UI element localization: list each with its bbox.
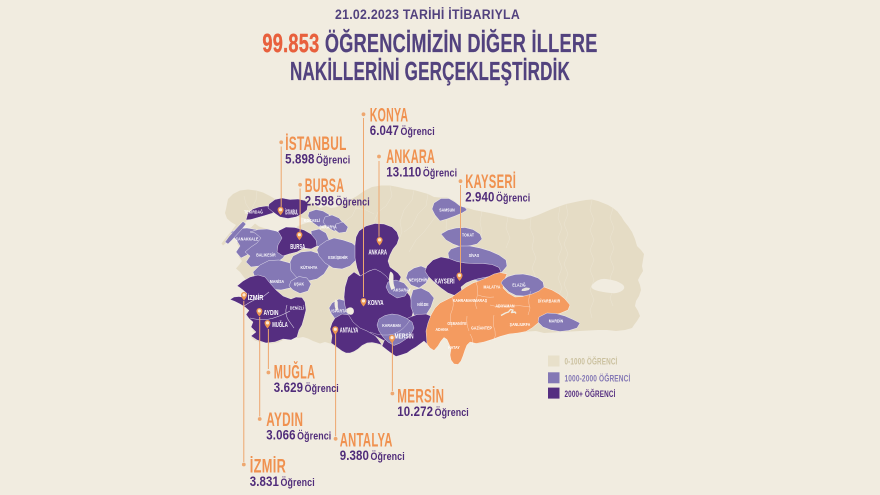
svg-text:ISPARTA: ISPARTA: [331, 309, 346, 313]
svg-text:İSTANBUL: İSTANBUL: [285, 208, 298, 216]
svg-text:KAHRAMANMARAŞ: KAHRAMANMARAŞ: [453, 299, 488, 303]
svg-text:MANİSA: MANİSA: [270, 280, 284, 284]
svg-text:9.380Öğrenci: 9.380Öğrenci: [340, 447, 405, 463]
svg-text:BURSA: BURSA: [290, 244, 305, 251]
svg-text:TEKİRDAĞ: TEKİRDAĞ: [244, 209, 263, 214]
svg-text:KAYSERİ: KAYSERİ: [465, 170, 516, 192]
svg-text:MARDİN: MARDİN: [549, 319, 564, 323]
svg-text:ADANA: ADANA: [436, 328, 449, 332]
svg-text:0-1000 ÖĞRENCİ: 0-1000 ÖĞRENCİ: [564, 355, 617, 367]
svg-text:SAKARYA: SAKARYA: [319, 225, 336, 229]
svg-text:ÇANAKKALE: ÇANAKKALE: [236, 237, 259, 241]
svg-text:KOCAELİ: KOCAELİ: [304, 219, 320, 223]
svg-text:NEVŞEHİR: NEVŞEHİR: [409, 278, 428, 282]
svg-text:10.272Öğrenci: 10.272Öğrenci: [397, 403, 469, 419]
svg-text:SAMSUN: SAMSUN: [439, 208, 455, 212]
svg-text:OSMANİYE: OSMANİYE: [447, 322, 467, 326]
svg-text:AKSARAY: AKSARAY: [393, 288, 411, 292]
svg-text:ANTALYA: ANTALYA: [340, 328, 359, 335]
svg-text:3.066Öğrenci: 3.066Öğrenci: [266, 426, 331, 442]
svg-text:TOKAT: TOKAT: [462, 233, 475, 237]
svg-text:1000-2000 ÖĞRENCİ: 1000-2000 ÖĞRENCİ: [564, 372, 630, 384]
svg-text:İSTANBUL: İSTANBUL: [285, 133, 347, 155]
svg-text:BALIKESİR: BALIKESİR: [256, 253, 276, 257]
svg-text:HATAY: HATAY: [448, 346, 460, 350]
svg-text:2.598Öğrenci: 2.598Öğrenci: [305, 192, 370, 208]
svg-text:MERSİN: MERSİN: [397, 385, 444, 407]
svg-text:99.853 ÖĞRENCİMİZİN DİĞER İLLE: 99.853 ÖĞRENCİMİZİN DİĞER İLLERE: [262, 28, 597, 58]
svg-text:AYDIN: AYDIN: [264, 310, 279, 317]
svg-text:2.940Öğrenci: 2.940Öğrenci: [465, 188, 530, 204]
svg-text:ANTALYA: ANTALYA: [340, 429, 393, 451]
svg-text:ESKİŞEHİR: ESKİŞEHİR: [328, 256, 348, 260]
svg-text:KÜTAHYA: KÜTAHYA: [300, 265, 317, 270]
svg-text:GAZİANTEP: GAZİANTEP: [471, 326, 492, 330]
svg-text:3.831Öğrenci: 3.831Öğrenci: [250, 473, 315, 489]
svg-text:21.02.2023 TARİHİ İTİBARIYLA: 21.02.2023 TARİHİ İTİBARIYLA: [335, 6, 520, 23]
svg-text:NİĞDE: NİĞDE: [417, 302, 429, 307]
svg-text:DİYARBAKIR: DİYARBAKIR: [538, 299, 561, 303]
svg-text:MUĞLA: MUĞLA: [274, 361, 315, 383]
svg-text:DENİZLİ: DENİZLİ: [290, 306, 304, 310]
svg-text:AYDIN: AYDIN: [266, 408, 303, 430]
svg-text:KAYSERİ: KAYSERİ: [435, 278, 455, 286]
svg-text:ANKARA: ANKARA: [368, 250, 387, 257]
svg-text:MERSİN: MERSİN: [395, 333, 414, 341]
svg-text:ELAZIĞ: ELAZIĞ: [512, 282, 525, 287]
svg-text:KONYA: KONYA: [368, 300, 384, 307]
svg-text:6.047Öğrenci: 6.047Öğrenci: [370, 122, 435, 138]
svg-text:2000+ ÖĞRENCİ: 2000+ ÖĞRENCİ: [564, 387, 615, 399]
svg-text:ADIYAMAN: ADIYAMAN: [495, 304, 514, 308]
svg-text:13.110Öğrenci: 13.110Öğrenci: [386, 163, 457, 179]
svg-text:SİVAS: SİVAS: [469, 254, 480, 258]
svg-text:BURSA: BURSA: [305, 174, 345, 196]
svg-text:NAKİLLERİNİ GERÇEKLEŞTİRDİK: NAKİLLERİNİ GERÇEKLEŞTİRDİK: [290, 57, 570, 86]
svg-text:MUĞLA: MUĞLA: [272, 320, 288, 329]
svg-text:ANKARA: ANKARA: [386, 145, 435, 167]
svg-text:UŞAK: UŞAK: [294, 282, 304, 286]
svg-text:5.898Öğrenci: 5.898Öğrenci: [285, 150, 350, 166]
svg-text:KONYA: KONYA: [370, 104, 409, 126]
svg-text:İZMİR: İZMİR: [248, 294, 264, 302]
svg-text:3.629Öğrenci: 3.629Öğrenci: [274, 379, 339, 395]
svg-text:KARAMAN: KARAMAN: [382, 324, 401, 328]
svg-text:ŞANLIURFA: ŞANLIURFA: [510, 323, 531, 327]
svg-text:İZMİR: İZMİR: [250, 455, 286, 477]
svg-text:MALATYA: MALATYA: [483, 285, 500, 289]
